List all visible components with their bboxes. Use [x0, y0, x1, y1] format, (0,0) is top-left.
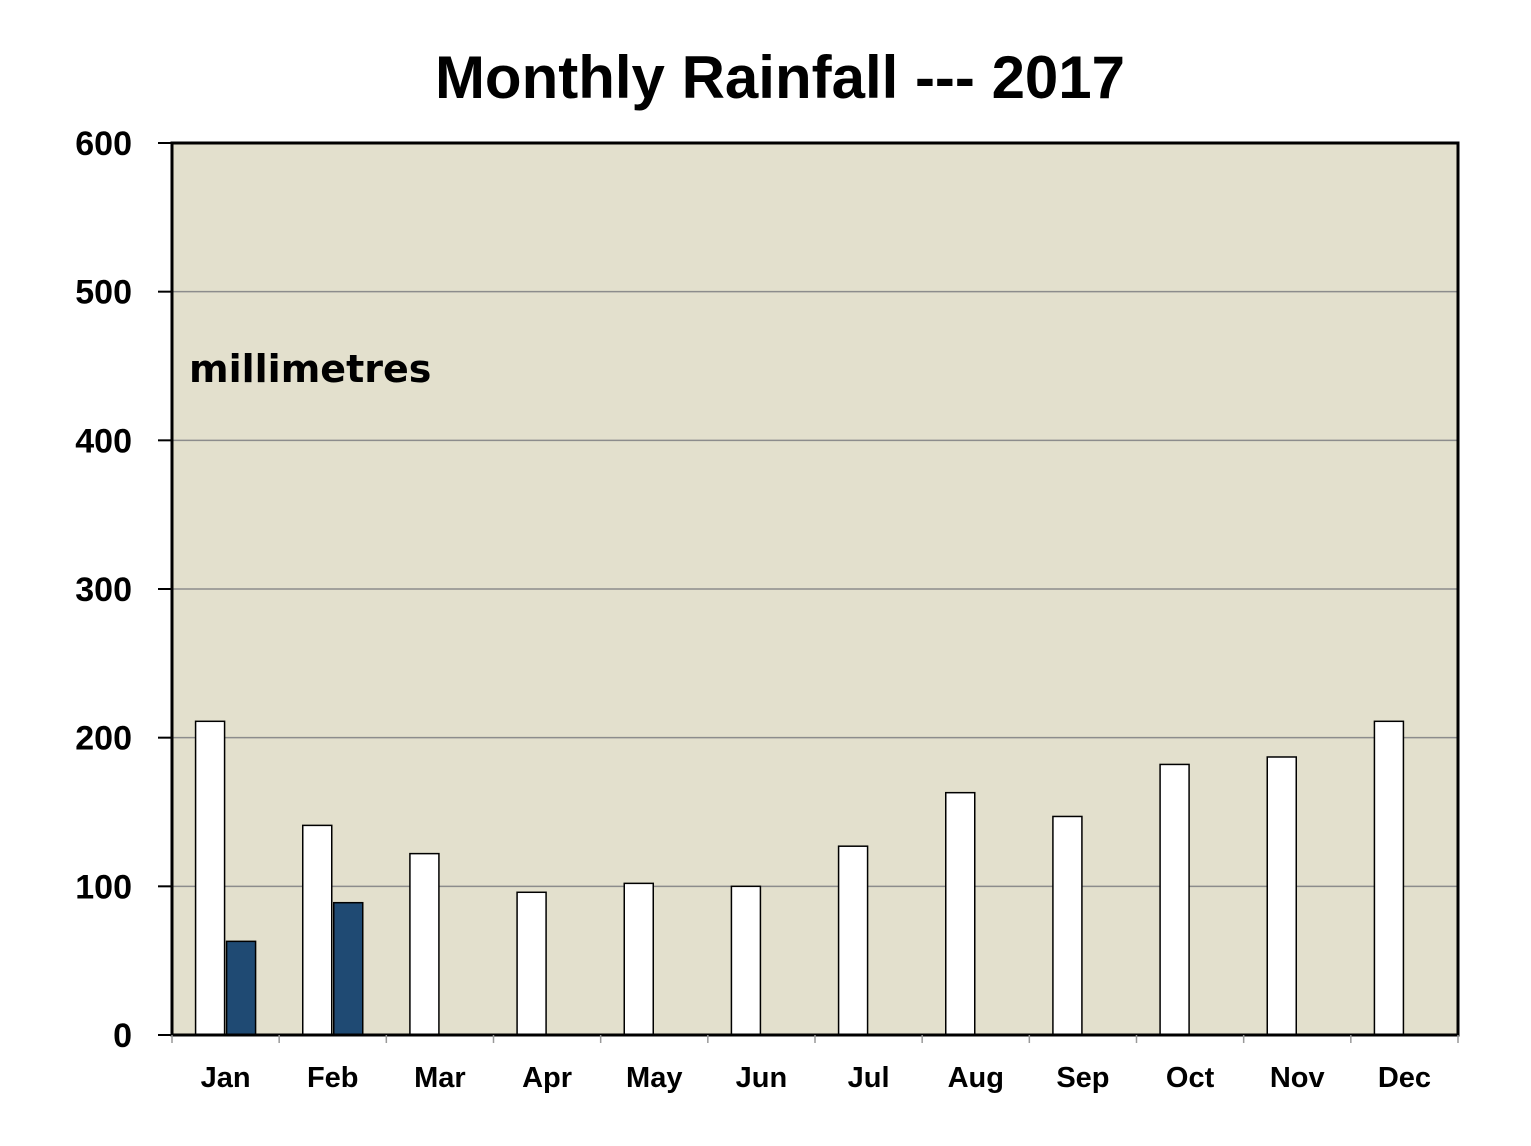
- x-tick-label-jun: Jun: [736, 1062, 788, 1094]
- y-axis: 0 100 200 300 400 500 600: [75, 125, 172, 1055]
- x-tick-label-jan: Jan: [201, 1062, 251, 1094]
- x-tick-label-may: May: [626, 1062, 682, 1094]
- y-tick-label-300: 300: [75, 571, 132, 609]
- y-tick-label-600: 600: [75, 125, 132, 163]
- bar-series2-jan: [225, 940, 257, 1036]
- x-tick-label-sep: Sep: [1056, 1062, 1109, 1094]
- y-tick-label-200: 200: [75, 720, 132, 758]
- bar-series1-sep: [1052, 815, 1083, 1036]
- bar-series1-may: [623, 882, 654, 1036]
- x-tick-label-dec: Dec: [1378, 1062, 1431, 1094]
- bar-series1-feb: [302, 824, 333, 1036]
- x-tick-label-oct: Oct: [1166, 1062, 1215, 1094]
- unit-annotation: millimetres: [189, 347, 431, 391]
- bar-series1-nov: [1266, 756, 1297, 1036]
- y-tick-label-0: 0: [113, 1017, 132, 1055]
- x-tick-label-aug: Aug: [948, 1062, 1004, 1094]
- x-tick-label-feb: Feb: [307, 1062, 359, 1094]
- y-tick-label-100: 100: [75, 868, 132, 906]
- bar-series1-dec: [1373, 720, 1405, 1036]
- bars: [194, 720, 1405, 1036]
- bar-series1-jan: [194, 720, 226, 1036]
- bar-series1-jul: [837, 845, 869, 1036]
- bar-series1-apr: [516, 891, 547, 1036]
- gridlines: [172, 290, 1458, 888]
- y-tick-label-500: 500: [75, 274, 132, 312]
- x-tick-label-mar: Mar: [414, 1062, 466, 1094]
- x-tick-label-jul: Jul: [848, 1062, 890, 1094]
- x-tick-label-apr: Apr: [522, 1062, 572, 1094]
- bar-series1-oct: [1159, 763, 1190, 1036]
- bar-series1-jun: [730, 885, 762, 1036]
- bar-series1-mar: [409, 852, 440, 1036]
- x-tick-label-nov: Nov: [1270, 1062, 1325, 1094]
- y-tick-label-400: 400: [75, 422, 132, 460]
- chart-title: Monthly Rainfall --- 2017: [435, 44, 1125, 111]
- x-axis: Jan Feb Mar Apr May Jun Jul Aug Sep Oct Nov Dec: [171, 1035, 1459, 1094]
- bar-series1-aug: [945, 791, 976, 1036]
- bar-series2-feb: [333, 901, 364, 1036]
